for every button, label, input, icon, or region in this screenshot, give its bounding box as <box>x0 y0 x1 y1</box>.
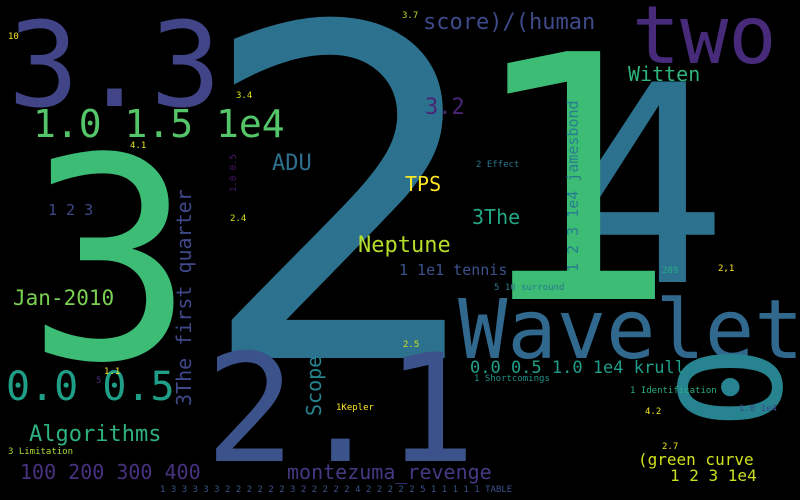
word-limitation: 3 Limitation <box>8 447 74 457</box>
word-2-7: 2.7 <box>662 442 679 452</box>
word-3-3: 3.3 <box>8 0 222 134</box>
word-1-2-3-1e4: 1 2 3 1e4 <box>670 466 757 485</box>
word-1-1: 1.1 <box>104 367 121 377</box>
word-surround: 5 10 surround <box>494 283 565 293</box>
word-1: 1 <box>470 0 687 380</box>
word-100-400: 100 200 300 400 <box>20 460 201 484</box>
word-jamesbond: 1 2 3 1e4 jamesbond <box>564 100 582 272</box>
word-table: 1 3 3 3 3 3 2 2 2 2 2 2 3 2 2 2 2 2 4 2 … <box>160 485 513 495</box>
word-effect: 2 Effect <box>476 160 520 170</box>
word-5: 5 <box>96 376 102 386</box>
word-0-0-0-5: 0.0 0.5 <box>6 364 175 410</box>
word-jan-2010: Jan-2010 <box>13 286 115 310</box>
word-4: 4 <box>555 27 730 347</box>
word-289: 289 <box>662 266 679 276</box>
word-first-quarter: 3The first quarter <box>172 189 196 406</box>
word-green-curve: (green curve <box>638 450 754 469</box>
word-scope: Scope <box>302 355 326 416</box>
word-3: 3 <box>26 99 195 425</box>
word-adu: ADU <box>272 151 312 176</box>
word-10: 10 <box>8 32 19 42</box>
word-identification: 1 Identification <box>630 386 717 396</box>
word-1-0-1e4: 1.0 1e4 <box>739 404 777 414</box>
word-montezuma-revenge: montezuma_revenge <box>287 460 492 484</box>
word-1-0-0-5: 1.0 0.5 <box>229 154 239 192</box>
word-3the: 3The <box>472 205 521 229</box>
word-2-5: 2.5 <box>403 340 420 350</box>
word-tennis: 1 1e1 tennis <box>399 261 508 279</box>
word-1kepler: 1Kepler <box>336 403 374 413</box>
word-3-7: 3.7 <box>402 11 419 21</box>
word-2: 2 <box>198 0 491 467</box>
word-shortcomings: 1 Shortcomings <box>474 374 550 384</box>
word-2-1: 2.1 <box>205 323 476 497</box>
word-witten: Witten <box>628 62 701 86</box>
word-wavelet: Wavelet <box>458 283 800 378</box>
word-score-human: score)/(human <box>423 10 596 35</box>
word-two: two <box>632 0 777 82</box>
word-1-0-1-5-1e4: 1.0 1.5 1e4 <box>33 102 285 146</box>
word-1-2-3: 1 2 3 <box>48 201 94 219</box>
word-4-1: 4.1 <box>130 141 147 151</box>
word-3-2: 3.2 <box>425 95 465 120</box>
word-3-4: 3.4 <box>236 91 253 101</box>
word-krull: 0.0 0.5 1.0 1e4 krull <box>470 358 685 378</box>
word-tps: TPS <box>405 172 442 196</box>
word-2-4: 2.4 <box>230 214 247 224</box>
word-neptune: Neptune <box>358 233 451 258</box>
word-2-comma-1: 2,1 <box>718 264 735 274</box>
word-4-2: 4.2 <box>645 407 662 417</box>
word-algorithms: Algorithms <box>29 422 162 447</box>
